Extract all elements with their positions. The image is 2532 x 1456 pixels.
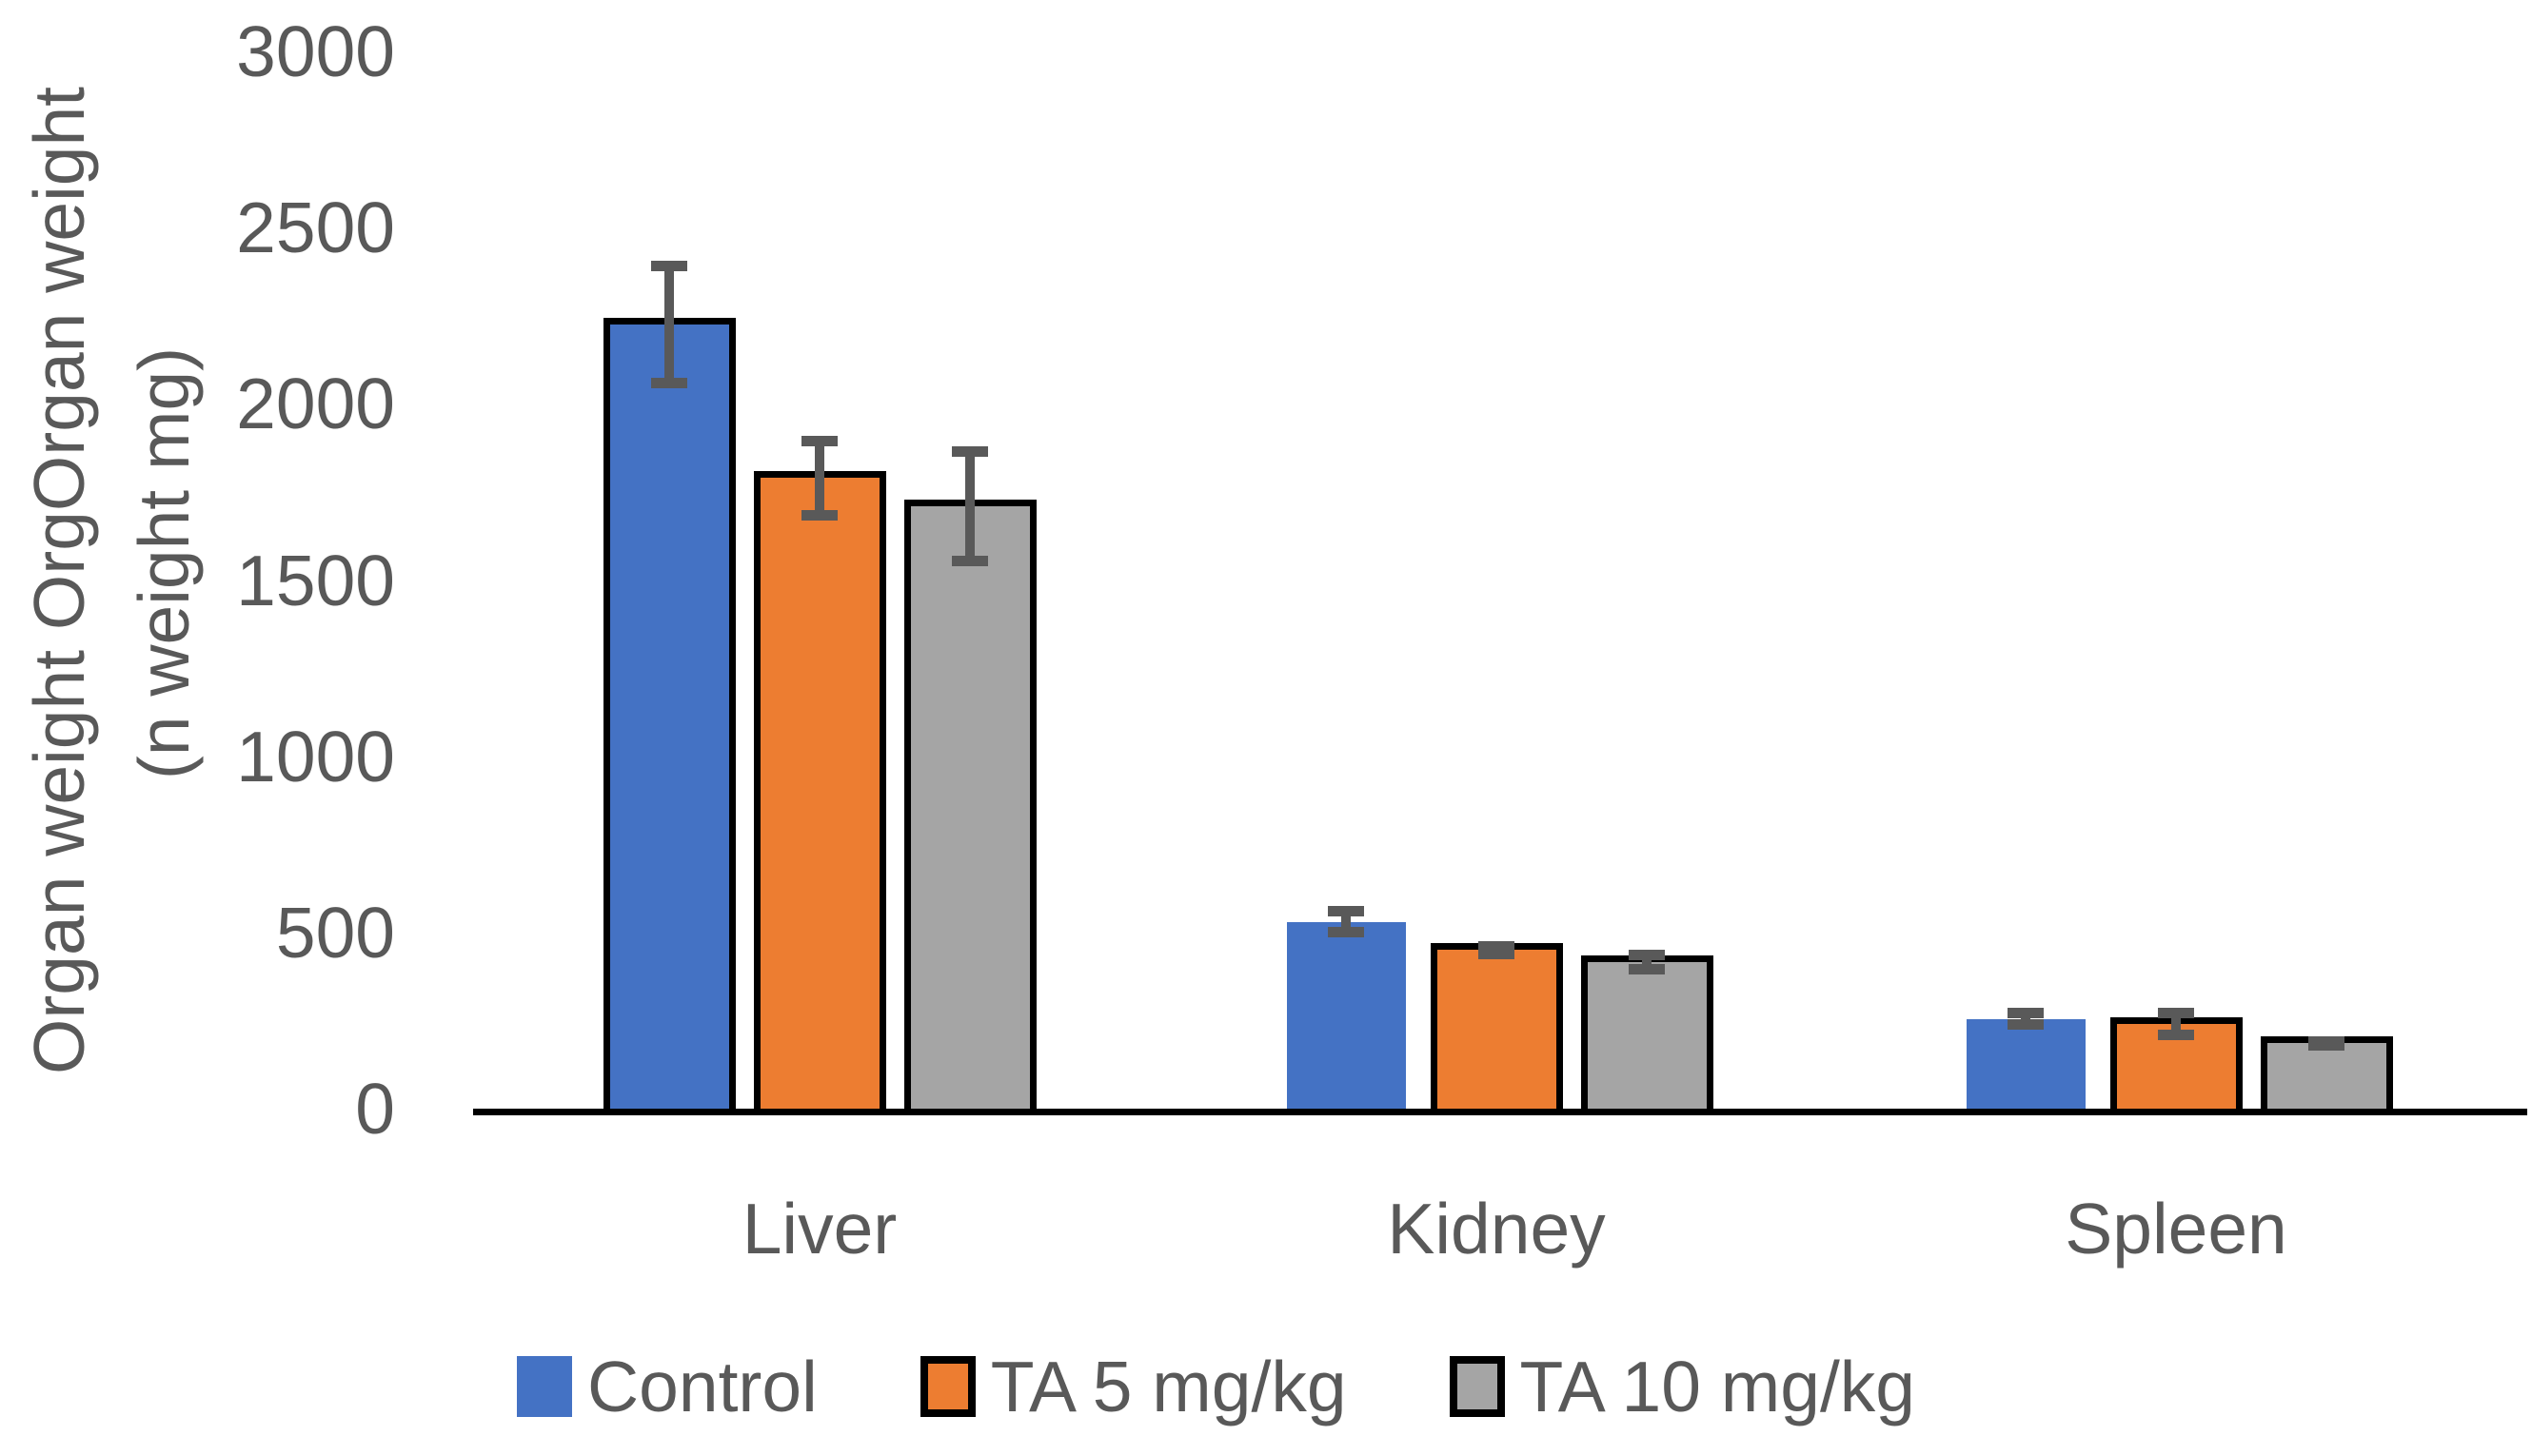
error-bar-cap-bottom [651, 377, 687, 388]
legend-label: TA 10 mg/kg [1519, 1347, 1916, 1426]
error-bar-line [2171, 1008, 2181, 1040]
x-axis-line [473, 1109, 2527, 1115]
bar-liver-control [603, 318, 736, 1109]
error-bar-line [2021, 1008, 2030, 1030]
legend-swatch-ta-10-mg-kg [1449, 1356, 1505, 1417]
error-bar-cap-top [2158, 1008, 2194, 1019]
y-tick-label: 2500 [236, 187, 395, 268]
error-bar-line [664, 261, 674, 388]
error-bar-cap-top [2008, 1008, 2044, 1019]
bar-kidney-control [1286, 921, 1406, 1109]
legend-swatch-ta-5-mg-kg [920, 1356, 976, 1417]
error-bar-line [1642, 950, 1652, 975]
error-bar-cap-bottom [2158, 1029, 2194, 1040]
legend-item-ta-5-mg-kg: TA 5 mg/kg [920, 1344, 1347, 1429]
bar-kidney-ta-5-mg-kg [1430, 943, 1563, 1109]
legend-swatch-control [517, 1356, 572, 1417]
error-bar-cap-bottom [952, 555, 988, 566]
error-bar-cap-bottom [1328, 927, 1364, 938]
legend-item-ta-10-mg-kg: TA 10 mg/kg [1449, 1344, 1916, 1429]
bar-spleen-control [1966, 1018, 2086, 1109]
y-tick-label: 3000 [236, 11, 395, 91]
bar-liver-ta-10-mg-kg [903, 499, 1037, 1109]
y-tick-label: 1000 [236, 716, 395, 797]
y-axis-title-line1: Organ weight OrgOrgan weight [19, 86, 99, 1075]
error-bar-cap-bottom [2308, 1039, 2344, 1051]
error-bar-line [1341, 906, 1351, 938]
y-tick-label: 500 [275, 892, 395, 973]
bar-kidney-ta-10-mg-kg [1580, 955, 1713, 1109]
error-bar-cap-top [1478, 941, 1514, 953]
category-label-liver: Liver [742, 1189, 898, 1269]
error-bar-cap-bottom [2008, 1018, 2044, 1030]
error-bar-line [965, 445, 975, 566]
error-bar-cap-bottom [801, 509, 838, 521]
legend-label: TA 5 mg/kg [990, 1347, 1347, 1426]
error-bar-cap-top [952, 445, 988, 457]
error-bar-cap-top [801, 435, 838, 446]
error-bar-cap-bottom [1478, 948, 1514, 959]
y-tick-label: 1500 [236, 540, 395, 620]
error-bar-cap-bottom [1629, 964, 1665, 975]
legend-label: Control [587, 1347, 818, 1426]
category-label-kidney: Kidney [1387, 1189, 1606, 1269]
error-bar-cap-top [1328, 906, 1364, 917]
bar-liver-ta-5-mg-kg [753, 471, 886, 1109]
legend: Control TA 5 mg/kg TA 10 mg/kg [517, 1344, 1915, 1429]
category-label-spleen: Spleen [2065, 1189, 2287, 1269]
error-bar-cap-top [651, 261, 687, 272]
y-tick-label: 0 [355, 1069, 395, 1149]
legend-item-control: Control [517, 1344, 818, 1429]
y-tick-label: 2000 [236, 364, 395, 444]
error-bar-cap-top [1629, 950, 1665, 961]
error-bar-line [815, 435, 824, 521]
